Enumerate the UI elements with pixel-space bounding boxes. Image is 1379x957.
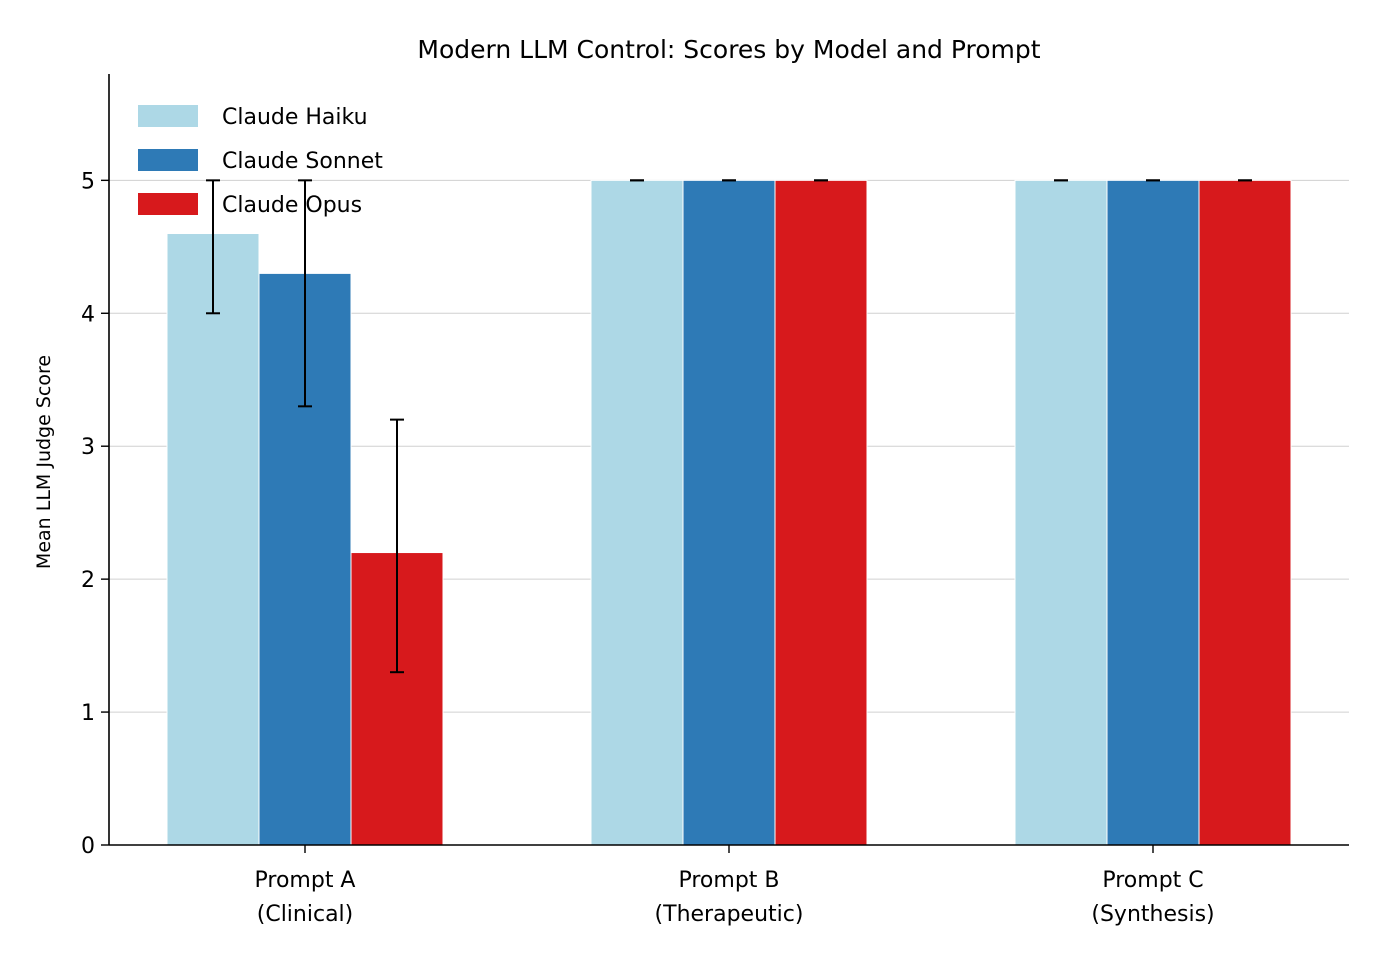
x-ticks: Prompt A (Clinical) Prompt B (Therapeutic) P… <box>255 845 1215 927</box>
x-tick-label: Prompt A <box>255 868 356 893</box>
legend-label: Claude Opus <box>222 193 362 218</box>
bar <box>1198 179 1292 846</box>
y-tick-label: 5 <box>81 169 95 194</box>
legend: Claude Haiku Claude Sonnet Claude Opus <box>138 105 383 218</box>
x-tick-label: (Therapeutic) <box>655 902 804 927</box>
bar <box>774 179 868 846</box>
y-tick-label: 2 <box>81 568 95 593</box>
y-tick-label: 3 <box>81 435 95 460</box>
y-tick-label: 1 <box>81 701 95 726</box>
legend-label: Claude Sonnet <box>222 149 383 174</box>
bar <box>350 552 444 846</box>
x-tick-label: Prompt B <box>678 868 779 893</box>
legend-swatch <box>138 105 198 127</box>
legend-swatch <box>138 193 198 215</box>
legend-label: Claude Haiku <box>222 105 368 130</box>
bar <box>682 179 776 846</box>
legend-swatch <box>138 149 198 171</box>
y-ticks: 0 1 2 3 4 5 <box>81 169 109 859</box>
bar <box>166 233 260 846</box>
bar <box>590 179 684 846</box>
y-tick-label: 0 <box>81 834 95 859</box>
error-bars <box>206 179 1252 674</box>
chart-title: Modern LLM Control: Scores by Model and … <box>417 35 1040 64</box>
y-tick-label: 4 <box>81 302 95 327</box>
x-tick-label: (Synthesis) <box>1091 902 1214 927</box>
bar <box>1014 179 1108 846</box>
x-tick-label: (Clinical) <box>257 902 354 927</box>
bars <box>166 179 1292 846</box>
y-axis-label: Mean LLM Judge Score <box>33 355 55 569</box>
x-tick-label: Prompt C <box>1102 868 1203 893</box>
bar <box>1106 179 1200 846</box>
